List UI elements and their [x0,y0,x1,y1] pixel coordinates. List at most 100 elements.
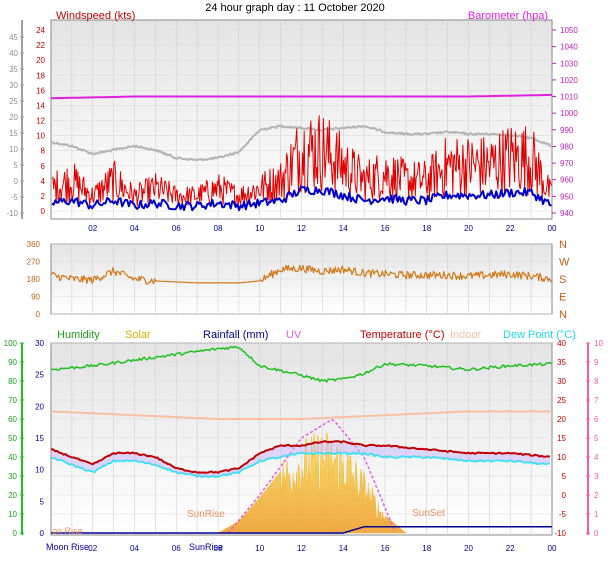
wind-tick-label: 0 [41,207,46,216]
sunrise-axis-label: SunRise [189,542,223,552]
barometer-label: Barometer (hpa) [468,10,548,22]
uv-tick-label: 6 [594,415,599,424]
compass-tick-label: N [559,239,567,251]
humidity-tick-label: 20 [8,491,17,500]
wind-tick-label: 16 [36,86,45,95]
series-barometer [50,93,553,100]
hour-label: 02 [88,224,97,233]
wind-tick-label: 10 [36,132,45,141]
wind-tick-label: 20 [36,56,45,65]
hour-label: 04 [130,544,139,553]
windspeed-label: Windspeed (kts) [56,10,135,22]
series-temperature [51,440,551,474]
series-direction [50,264,552,285]
temp-tick-label: 35 [557,358,566,367]
hour-label: 10 [255,224,264,233]
wind-tick-label: 24 [36,26,45,35]
baro-tick-label: 1000 [560,109,578,118]
uv-tick-label: 0 [594,529,599,538]
panel-wind: Windspeed (kts) Barometer (hpa) 45403530… [6,10,578,220]
uv-tick-label: 3 [594,472,599,481]
hour-label: 20 [464,224,473,233]
wind-tick-label: 14 [36,101,45,110]
baro-tick-label: 1020 [560,76,578,85]
rain-tick-label: 5 [40,497,45,506]
indoor-label: Indoor [450,329,482,341]
humidity-label: Humidity [57,329,100,341]
series-rainfall [51,525,552,534]
sunrise-label: SunRise [187,509,225,520]
rain-tick-label: 0 [40,529,45,538]
hour-label: 10 [255,544,264,553]
direction-tick-label: 90 [31,293,40,302]
hour-label: 00 [548,224,557,233]
wind-tick-label: 22 [36,41,45,50]
temp-tick-label: 0 [14,177,19,186]
baro-tick-label: 990 [560,126,574,135]
temp-tick-label: 40 [557,339,566,348]
hour-label: 22 [506,224,515,233]
baro-tick-label: 980 [560,142,574,151]
hour-label: 18 [422,544,431,553]
compass-tick-label: N [559,309,567,321]
temp-tick-label: 25 [9,97,18,106]
direction-tick-label: 0 [36,310,41,319]
sunset-label: SunSet [412,508,445,519]
humidity-tick-label: 100 [4,339,18,348]
temp-tick-label: 35 [9,65,18,74]
series-indoor [50,410,552,420]
temp-tick-label: 15 [9,129,18,138]
wind-tick-label: 8 [41,147,46,156]
temp-tick-label: 10 [9,145,18,154]
wind-tick-label: 6 [41,162,46,171]
chart-title: 24 hour graph day : 11 October 2020 [205,2,385,14]
compass-tick-label: S [559,274,566,286]
uv-tick-label: 1 [594,510,599,519]
humidity-tick-label: 10 [8,510,17,519]
moonrise-partial-label: on Rise [52,526,83,536]
humidity-tick-label: 70 [8,396,17,405]
temp-tick-label: 30 [557,377,566,386]
moonrise-axis-label: Moon Rise [46,542,89,552]
temp-tick-label: -10 [6,209,18,218]
uv-label: UV [286,329,302,341]
compass-tick-label: W [559,257,570,269]
uv-tick-label: 5 [594,434,599,443]
hour-label: 04 [130,224,139,233]
direction-tick-label: 180 [27,275,41,284]
temp-tick-label: 25 [557,396,566,405]
wind-tick-label: 4 [41,177,46,186]
temperature-label: Temperature (°C) [360,329,444,341]
temp-tick-label: 30 [9,81,18,90]
uv-tick-label: 10 [594,339,603,348]
series-grey-line [50,124,552,162]
wind-tick-label: 12 [36,117,45,126]
rain-tick-label: 30 [35,339,44,348]
humidity-tick-label: 60 [8,415,17,424]
hour-label: 06 [172,224,181,233]
baro-tick-label: 950 [560,192,574,201]
hour-label: 14 [339,224,348,233]
temp-tick-label: 5 [14,161,19,170]
uv-tick-label: 2 [594,491,599,500]
temp-tick-label: 45 [9,33,18,42]
hour-label: 20 [464,544,473,553]
series-uv [227,418,396,534]
baro-tick-label: 1030 [560,59,578,68]
baro-tick-label: 1010 [560,93,578,102]
rain-tick-label: 25 [35,371,44,380]
direction-tick-label: 360 [27,240,41,249]
humidity-tick-label: 50 [8,434,17,443]
baro-tick-label: 1050 [560,26,578,35]
series-solar [217,432,407,534]
wind-tick-label: 18 [36,71,45,80]
dewpoint-label: Dew Point (°C) [503,329,576,341]
hour-label: 00 [548,544,557,553]
hour-label: 06 [172,544,181,553]
humidity-tick-label: 80 [8,377,17,386]
baro-tick-label: 960 [560,176,574,185]
temp-tick-label: -10 [554,529,566,538]
hour-label: 12 [297,224,306,233]
hour-label: 16 [381,544,390,553]
